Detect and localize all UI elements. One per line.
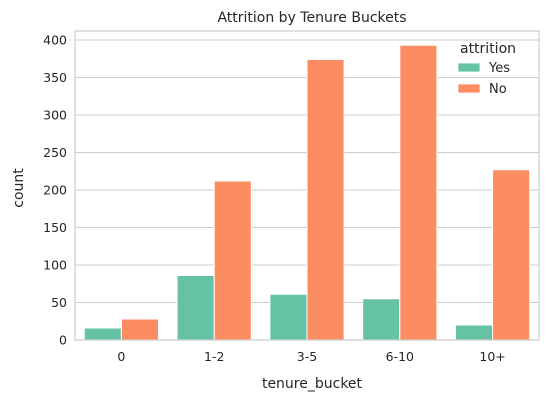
plot-frame <box>74 30 540 341</box>
bar-no-6-10 <box>399 44 438 341</box>
y-tick-label: 150 <box>43 220 67 235</box>
y-tick-label: 50 <box>51 295 67 310</box>
y-axis-ticks: 0 50 100 150 200 250 300 350 400 <box>43 33 67 348</box>
bar-no-0 <box>120 318 160 341</box>
x-tick-label: 0 <box>117 349 125 364</box>
legend-swatch-yes <box>457 62 481 73</box>
legend-items: Yes No <box>457 61 510 97</box>
bar-no-3-5 <box>306 59 345 341</box>
bars <box>83 44 531 341</box>
y-tick-label: 250 <box>43 145 67 160</box>
y-tick-label: 200 <box>43 183 67 198</box>
legend-label-no: No <box>489 82 507 97</box>
x-tick-label: 6-10 <box>386 349 414 364</box>
x-axis-ticks: 0 1-2 3-5 6-10 10+ <box>117 349 505 364</box>
bar-no-10+ <box>492 169 531 341</box>
y-tick-label: 0 <box>59 333 67 348</box>
y-tick-label: 350 <box>43 70 67 85</box>
bar-yes-0 <box>83 327 122 341</box>
x-tick-label: 10+ <box>479 349 505 364</box>
chart-title: Attrition by Tenure Buckets <box>217 10 406 26</box>
y-tick-label: 300 <box>43 108 67 123</box>
legend-label-yes: Yes <box>488 61 510 76</box>
y-tick-label: 100 <box>43 258 67 273</box>
bar-no-1-2 <box>213 180 252 341</box>
x-tick-label: 3-5 <box>297 349 317 364</box>
legend: attrition Yes No <box>457 41 516 97</box>
bar-yes-6-10 <box>362 298 401 341</box>
bar-yes-3-5 <box>269 293 308 341</box>
y-axis-label: count <box>11 168 27 208</box>
x-axis-label: tenure_bucket <box>262 376 363 392</box>
legend-swatch-no <box>457 83 481 94</box>
bar-yes-1-2 <box>176 275 215 341</box>
x-tick-label: 1-2 <box>204 349 224 364</box>
legend-title: attrition <box>460 41 516 57</box>
bar-yes-10+ <box>454 324 494 341</box>
y-tick-label: 400 <box>43 33 67 48</box>
